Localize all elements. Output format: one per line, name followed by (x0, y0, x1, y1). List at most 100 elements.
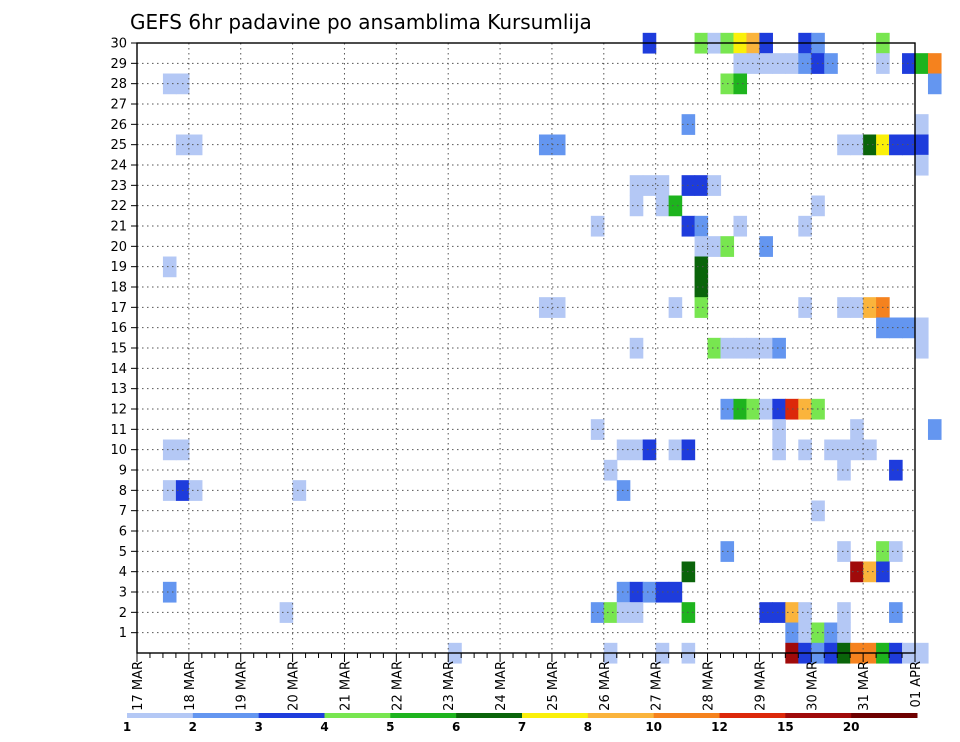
legend-label: 7 (518, 720, 526, 734)
y-tick-label: 20 (110, 240, 127, 255)
data-cell (927, 53, 942, 74)
data-cell (798, 398, 812, 420)
legend-swatch (192, 713, 260, 718)
data-cell (772, 53, 786, 74)
x-tick-label: 27 MAR (650, 661, 665, 711)
data-cell (668, 297, 683, 318)
data-cell (837, 459, 851, 481)
y-tick-label: 3 (119, 586, 127, 601)
x-tick-label: 19 MAR (235, 661, 250, 711)
data-cell (668, 439, 683, 461)
x-tick-label: 18 MAR (183, 661, 198, 711)
y-tick-label: 29 (110, 57, 127, 72)
y-tick-label: 10 (110, 443, 127, 458)
data-cell (837, 297, 851, 318)
data-cell (772, 602, 786, 623)
y-tick-label: 8 (119, 484, 127, 499)
data-cell (694, 256, 709, 278)
data-cell (772, 398, 786, 420)
data-cell (772, 419, 786, 440)
data-cell (915, 642, 929, 664)
y-tick-label: 23 (110, 179, 127, 194)
legend-swatch (522, 713, 589, 718)
color-legend: 1 2 3 4 5 6 7 8 10 12 15 20 (123, 713, 918, 734)
data-cell (162, 73, 177, 95)
data-cell (915, 317, 929, 339)
data-cell (798, 439, 812, 461)
legend-swatch (258, 713, 325, 718)
y-tick-label: 16 (110, 321, 127, 336)
legend-label: 2 (189, 720, 197, 734)
data-cell (863, 297, 877, 318)
data-cell (889, 459, 903, 481)
data-cell (759, 236, 773, 257)
data-cell (927, 419, 942, 440)
data-cell (603, 459, 618, 481)
data-cell (915, 114, 929, 135)
y-tick-label: 11 (110, 423, 127, 438)
legend-label: 20 (843, 720, 860, 734)
x-tick-label: 25 MAR (546, 661, 561, 711)
data-cell (824, 622, 838, 644)
data-cell (733, 215, 748, 237)
data-cell (733, 398, 748, 420)
legend-swatch (785, 713, 852, 718)
data-cell (902, 53, 916, 74)
y-tick-label: 19 (110, 260, 127, 275)
data-cell (538, 134, 553, 156)
x-tick-label: 30 MAR (805, 661, 820, 711)
data-cell (850, 134, 864, 156)
legend-swatch (653, 713, 720, 718)
data-cell (668, 195, 683, 217)
legend-label: 4 (320, 720, 328, 734)
y-tick-label: 17 (110, 301, 127, 316)
x-tick-label: 28 MAR (702, 661, 717, 711)
y-tick-label: 21 (110, 220, 127, 235)
y-tick-label: 6 (119, 525, 127, 540)
legend-label: 12 (711, 720, 728, 734)
y-axis: 1234567891011121314151617181920212223242… (110, 37, 137, 641)
data-cell (162, 439, 177, 461)
y-tick-label: 30 (110, 37, 127, 52)
data-cell (927, 73, 942, 95)
data-cell (642, 581, 657, 603)
x-tick-label: 26 MAR (598, 661, 613, 711)
legend-swatch (719, 713, 786, 718)
legend-label: 3 (254, 720, 262, 734)
data-cell (798, 297, 812, 318)
x-tick-label: 31 MAR (857, 661, 872, 711)
x-tick-label: 01 APR (909, 661, 924, 707)
data-cell (551, 134, 566, 156)
data-cell (629, 337, 644, 359)
data-cell (162, 480, 177, 501)
y-tick-label: 15 (110, 342, 127, 357)
x-tick-label: 23 MAR (442, 661, 457, 711)
data-cell (759, 398, 773, 420)
y-tick-label: 2 (119, 606, 127, 621)
y-tick-label: 27 (110, 98, 127, 113)
data-cell (798, 622, 812, 644)
data-cell (707, 337, 722, 359)
data-cell (915, 53, 929, 74)
x-tick-label: 29 MAR (753, 661, 768, 711)
data-cell (733, 73, 748, 95)
data-cell (551, 297, 566, 318)
data-cell (188, 134, 203, 156)
y-tick-label: 4 (119, 565, 127, 580)
data-cell (837, 541, 851, 562)
y-tick-label: 28 (110, 77, 127, 92)
data-cell (837, 134, 851, 156)
data-cell (889, 602, 903, 623)
data-cell (863, 439, 877, 461)
y-tick-label: 25 (110, 138, 127, 153)
data-cell (798, 602, 812, 623)
data-cell (162, 256, 177, 278)
y-tick-label: 12 (110, 403, 127, 418)
y-tick-label: 9 (119, 464, 127, 479)
x-tick-label: 22 MAR (390, 661, 405, 711)
y-tick-label: 18 (110, 281, 127, 296)
data-cell (733, 53, 748, 74)
chart-title: GEFS 6hr padavine po ansamblima Kursumli… (130, 10, 592, 34)
data-cell (707, 175, 722, 196)
